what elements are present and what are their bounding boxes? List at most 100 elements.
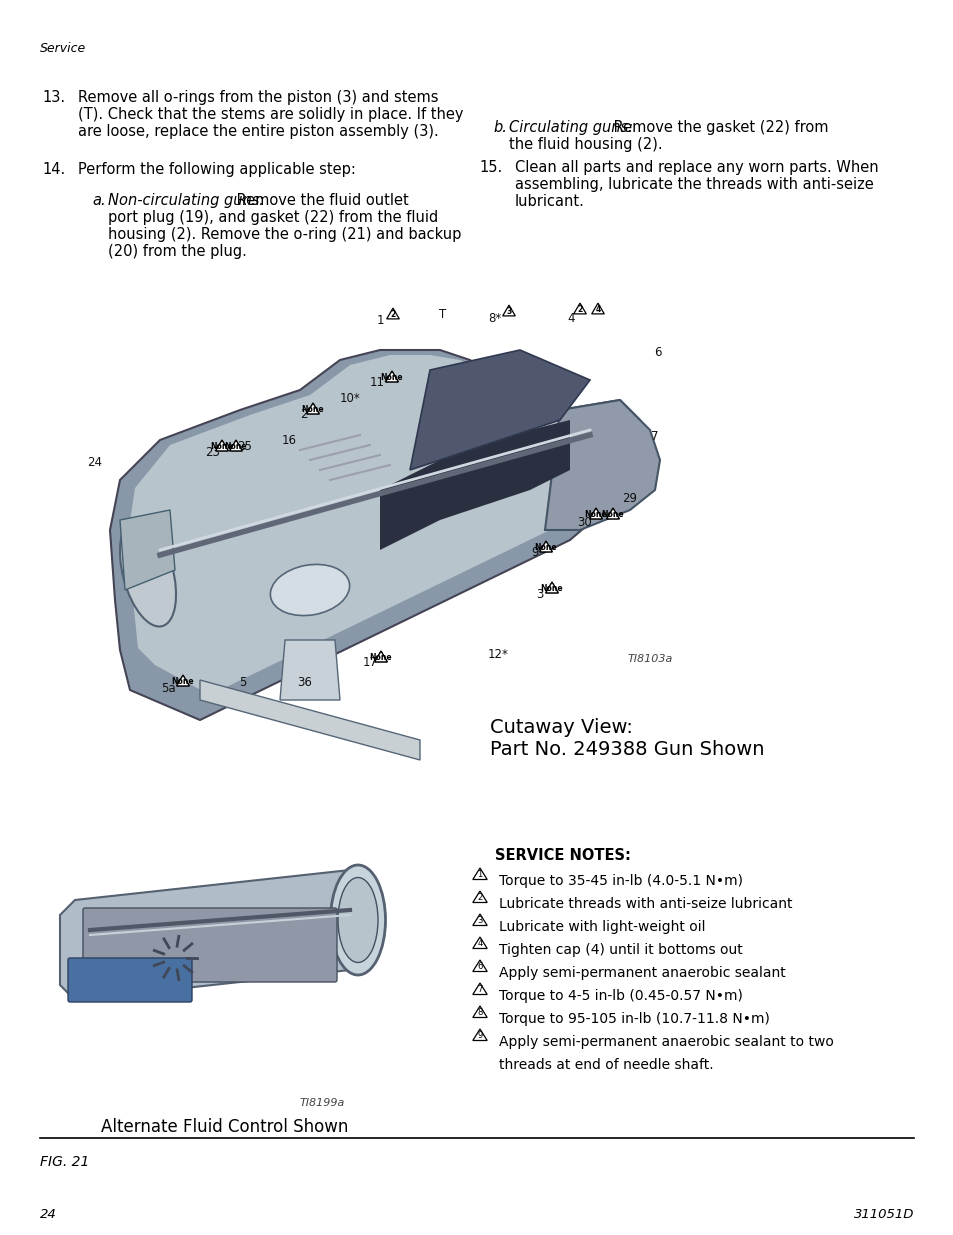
Text: 9: 9 (531, 547, 538, 559)
FancyBboxPatch shape (68, 958, 192, 1002)
Polygon shape (306, 403, 319, 414)
Text: 11*: 11* (369, 377, 390, 389)
Polygon shape (375, 651, 387, 662)
Polygon shape (200, 680, 419, 760)
Text: Torque to 35-45 in-lb (4.0-5.1 N•m): Torque to 35-45 in-lb (4.0-5.1 N•m) (498, 874, 742, 888)
Ellipse shape (120, 520, 176, 626)
Text: 24: 24 (40, 1208, 56, 1221)
Text: Service: Service (40, 42, 86, 56)
Text: TI8199a: TI8199a (299, 1098, 345, 1108)
FancyBboxPatch shape (83, 908, 336, 982)
Text: Remove the gasket (22) from: Remove the gasket (22) from (609, 120, 828, 135)
Polygon shape (306, 403, 319, 414)
Polygon shape (280, 640, 339, 700)
Text: 3: 3 (536, 589, 543, 601)
Text: 30: 30 (577, 515, 592, 529)
Text: 16: 16 (281, 433, 296, 447)
Polygon shape (215, 440, 228, 451)
Text: None: None (601, 510, 623, 519)
Text: 15.: 15. (478, 161, 501, 175)
Text: None: None (172, 677, 194, 685)
Polygon shape (539, 541, 552, 552)
Text: Tighten cap (4) until it bottoms out: Tighten cap (4) until it bottoms out (498, 944, 742, 957)
Text: housing (2). Remove the o-ring (21) and backup: housing (2). Remove the o-ring (21) and … (108, 227, 461, 242)
Text: Non-circulating guns:: Non-circulating guns: (108, 193, 264, 207)
Text: TI8103a: TI8103a (627, 655, 673, 664)
Text: None: None (584, 510, 607, 519)
Text: None: None (370, 653, 392, 662)
Text: Cutaway View:: Cutaway View: (490, 718, 632, 737)
Text: b.: b. (493, 120, 506, 135)
Text: 12*: 12* (487, 648, 508, 662)
Text: 24: 24 (88, 456, 102, 468)
Text: FIG. 21: FIG. 21 (40, 1155, 90, 1170)
Text: Torque to 95-105 in-lb (10.7-11.8 N•m): Torque to 95-105 in-lb (10.7-11.8 N•m) (498, 1011, 769, 1026)
Text: None: None (211, 442, 233, 451)
Polygon shape (473, 1029, 487, 1041)
Polygon shape (128, 354, 619, 695)
Text: 1: 1 (375, 314, 383, 326)
Polygon shape (606, 508, 618, 519)
Text: 14.: 14. (42, 162, 65, 177)
Polygon shape (473, 890, 487, 903)
Polygon shape (545, 582, 558, 593)
Polygon shape (176, 676, 189, 685)
Text: 1: 1 (476, 869, 482, 879)
Text: Apply semi-permanent anaerobic sealant to two: Apply semi-permanent anaerobic sealant t… (498, 1035, 833, 1049)
Text: Lubricate with light-weight oil: Lubricate with light-weight oil (498, 920, 705, 934)
Polygon shape (375, 651, 387, 662)
Polygon shape (589, 508, 601, 519)
Polygon shape (473, 868, 487, 879)
Text: 2: 2 (577, 305, 582, 314)
Text: Torque to 4-5 in-lb (0.45-0.57 N•m): Torque to 4-5 in-lb (0.45-0.57 N•m) (498, 989, 742, 1003)
Text: 3: 3 (506, 308, 511, 316)
Polygon shape (379, 420, 569, 550)
Text: (T). Check that the stems are solidly in place. If they: (T). Check that the stems are solidly in… (78, 107, 463, 122)
Polygon shape (473, 1007, 487, 1018)
Polygon shape (110, 350, 639, 720)
Circle shape (167, 950, 183, 966)
Polygon shape (386, 308, 399, 319)
Polygon shape (410, 350, 589, 471)
Text: Circulating guns:: Circulating guns: (509, 120, 633, 135)
Text: 5a: 5a (160, 682, 175, 694)
Text: (20) from the plug.: (20) from the plug. (108, 245, 247, 259)
Polygon shape (544, 400, 659, 530)
Text: Clean all parts and replace any worn parts. When: Clean all parts and replace any worn par… (515, 161, 878, 175)
Polygon shape (120, 510, 174, 590)
Text: are loose, replace the entire piston assembly (3).: are loose, replace the entire piston ass… (78, 124, 438, 140)
Text: 8*: 8* (488, 311, 501, 325)
Polygon shape (215, 440, 228, 451)
Text: 3: 3 (476, 916, 482, 925)
Text: 29: 29 (622, 492, 637, 505)
Polygon shape (473, 937, 487, 948)
Text: Alternate Fluid Control Shown: Alternate Fluid Control Shown (101, 1118, 349, 1136)
Polygon shape (230, 440, 242, 451)
Text: 17: 17 (362, 657, 377, 669)
Polygon shape (502, 305, 515, 316)
Text: Part No. 249388 Gun Shown: Part No. 249388 Gun Shown (490, 740, 763, 760)
Text: Remove all o-rings from the piston (3) and stems: Remove all o-rings from the piston (3) a… (78, 90, 438, 105)
Text: Apply semi-permanent anaerobic sealant: Apply semi-permanent anaerobic sealant (498, 966, 785, 981)
Polygon shape (385, 370, 398, 382)
Text: 4: 4 (567, 311, 574, 325)
Text: 9: 9 (476, 1031, 482, 1040)
Text: None: None (540, 584, 562, 593)
Polygon shape (230, 440, 242, 451)
Polygon shape (176, 676, 189, 685)
Polygon shape (591, 303, 603, 314)
Text: 7: 7 (651, 431, 659, 443)
Text: 25: 25 (237, 441, 253, 453)
Polygon shape (589, 508, 601, 519)
Text: 311051D: 311051D (853, 1208, 913, 1221)
Text: SERVICE NOTES:: SERVICE NOTES: (495, 848, 630, 863)
Ellipse shape (330, 864, 385, 974)
Ellipse shape (337, 878, 377, 962)
Text: threads at end of needle shaft.: threads at end of needle shaft. (498, 1058, 713, 1072)
Polygon shape (60, 869, 365, 1000)
Text: 36: 36 (297, 677, 313, 689)
Ellipse shape (270, 564, 349, 615)
Polygon shape (473, 960, 487, 972)
Text: 2: 2 (476, 893, 482, 902)
Text: Perform the following applicable step:: Perform the following applicable step: (78, 162, 355, 177)
